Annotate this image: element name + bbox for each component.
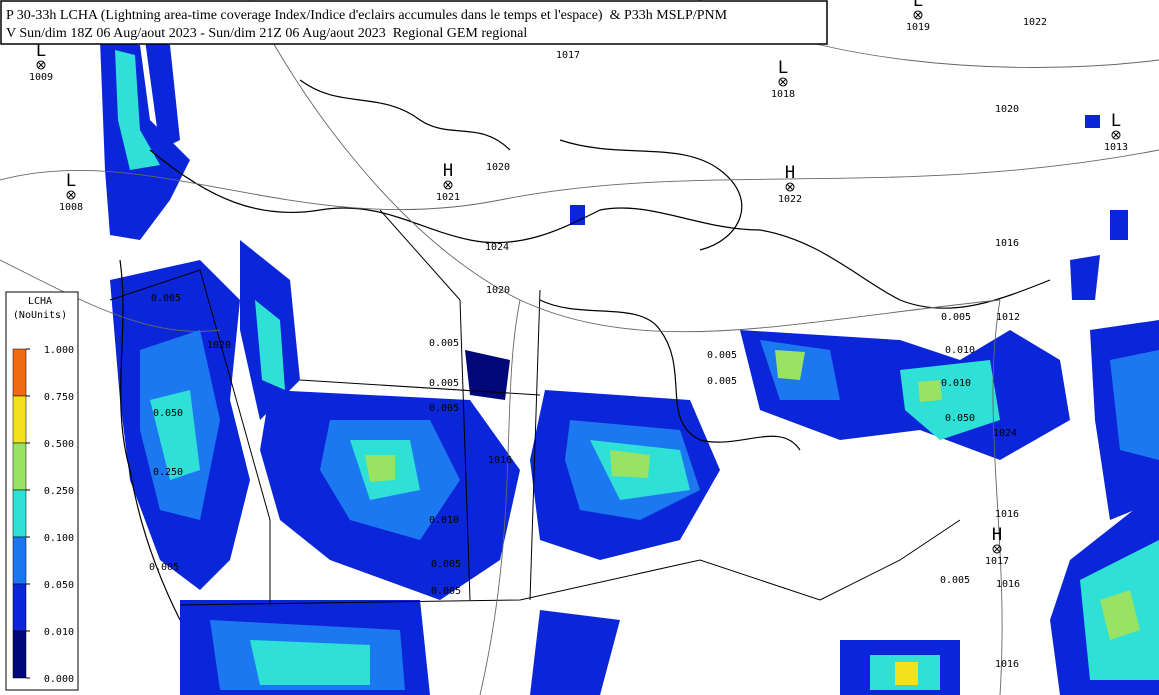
pressure-center-symbol xyxy=(993,545,1001,553)
isobar-label: 1016 xyxy=(995,238,1019,249)
pressure-center-symbol xyxy=(1111,130,1121,140)
isobar-label: 1020 xyxy=(207,340,231,351)
colorbar-label: 0.010 xyxy=(44,627,74,638)
contour-label: 0.005 xyxy=(707,376,737,387)
contour-label: 0.005 xyxy=(431,586,461,597)
pressure-center-symbol xyxy=(914,11,922,19)
contour-label: 0.005 xyxy=(707,350,737,361)
legend-units: (NoUnits) xyxy=(13,310,67,321)
contour-label: 0.005 xyxy=(429,338,459,349)
pressure-center-type: L xyxy=(66,171,76,191)
pressure-center-symbol xyxy=(66,190,76,200)
contour-label: 0.005 xyxy=(941,312,971,323)
isobar-label: 1020 xyxy=(486,285,510,296)
pressure-center-type: L xyxy=(913,0,923,11)
header-line: V Sun/dim 18Z 06 Aug/aout 2023 - Sun/dim… xyxy=(6,26,527,41)
contour-label: 0.010 xyxy=(945,345,975,356)
pressure-center-symbol xyxy=(443,180,453,190)
pressure-center-symbol xyxy=(67,191,75,199)
colorbar-segment xyxy=(12,442,27,491)
isobar-label: 1016 xyxy=(995,659,1019,670)
colorbar-segment xyxy=(12,489,27,538)
colorbar-label: 0.250 xyxy=(44,486,74,497)
colorbar: 1.000 0.750 0.500 0.250 0.100 0.050 0.010 0.000 xyxy=(12,345,74,685)
pressure-center-value: 1017 xyxy=(985,556,1009,567)
pressure-center-symbol xyxy=(779,78,787,86)
isobar-label: 1020 xyxy=(486,162,510,173)
colorbar-segment xyxy=(12,348,27,397)
pressure-center-type: H xyxy=(785,163,795,183)
colorbar-segment xyxy=(12,630,27,679)
lightning-areas xyxy=(100,40,1159,695)
legend-title: LCHA xyxy=(28,296,52,307)
isobar-label: 1024 xyxy=(993,428,1017,439)
pressure-center-symbol xyxy=(786,183,794,191)
colorbar-label: 1.000 xyxy=(44,345,74,356)
pressure-center-value: 1009 xyxy=(29,72,53,83)
pressure-center-value: 1021 xyxy=(436,192,460,203)
pressure-center-value: 1019 xyxy=(906,22,930,33)
isobar-label: 1022 xyxy=(1023,17,1047,28)
isobar-label: 1012 xyxy=(996,312,1020,323)
map-labels: L 1009 L 1008 L 1019 L 1018 H 1021 H 1022 L 1013 H 1017… xyxy=(29,0,1128,670)
isobar-label: 1016 xyxy=(995,509,1019,520)
isobar-label: 1024 xyxy=(485,242,509,253)
header-box xyxy=(0,0,828,45)
pressure-center-type: L xyxy=(36,41,46,61)
isobar-label: 1017 xyxy=(556,50,580,61)
pressure-center-value: 1022 xyxy=(778,194,802,205)
pressure-center-type: H xyxy=(443,161,453,181)
pressure-center-symbol xyxy=(785,182,795,192)
pressure-center-value: 1013 xyxy=(1104,142,1128,153)
colorbar-label: 0.050 xyxy=(44,580,74,591)
contour-label: 0.050 xyxy=(153,408,183,419)
contour-label: 0.005 xyxy=(429,403,459,414)
colorbar-segment xyxy=(12,395,27,444)
colorbar-label: 0.750 xyxy=(44,392,74,403)
pressure-center-value: 1018 xyxy=(771,89,795,100)
contour-label: 0.005 xyxy=(429,378,459,389)
pressure-center-symbol xyxy=(1112,131,1120,139)
pressure-center-type: L xyxy=(1111,111,1121,131)
colorbar-segment xyxy=(12,536,27,585)
contour-label: 0.010 xyxy=(429,515,459,526)
pressure-center-symbol xyxy=(778,77,788,87)
isobar-label: 1016 xyxy=(996,579,1020,590)
pressure-center-type: H xyxy=(992,525,1002,545)
contour-label: 0.250 xyxy=(153,467,183,478)
pressure-center-type: L xyxy=(778,58,788,78)
isobar-label: 1016 xyxy=(488,455,512,466)
pressure-center-symbol xyxy=(37,61,45,69)
contour-label: 0.005 xyxy=(431,559,461,570)
pressure-center-symbol xyxy=(444,181,452,189)
contour-label: 0.050 xyxy=(945,413,975,424)
pressure-center-symbol xyxy=(992,544,1002,554)
colorbar-segment xyxy=(12,583,27,632)
colorbar-label: 0.000 xyxy=(44,674,74,685)
pressure-center-symbol xyxy=(913,10,923,20)
colorbar-label: 0.500 xyxy=(44,439,74,450)
colorbar-label: 0.100 xyxy=(44,533,74,544)
contour-label: 0.010 xyxy=(941,378,971,389)
contour-label: 0.005 xyxy=(149,562,179,573)
pressure-center-symbol xyxy=(36,60,46,70)
contour-label: 0.005 xyxy=(151,293,181,304)
isobar-label: 1020 xyxy=(995,104,1019,115)
contour-label: 0.005 xyxy=(940,575,970,586)
header-line: P 30-33h LCHA (Lightning area-time cover… xyxy=(6,8,728,23)
pressure-center-value: 1008 xyxy=(59,202,83,213)
